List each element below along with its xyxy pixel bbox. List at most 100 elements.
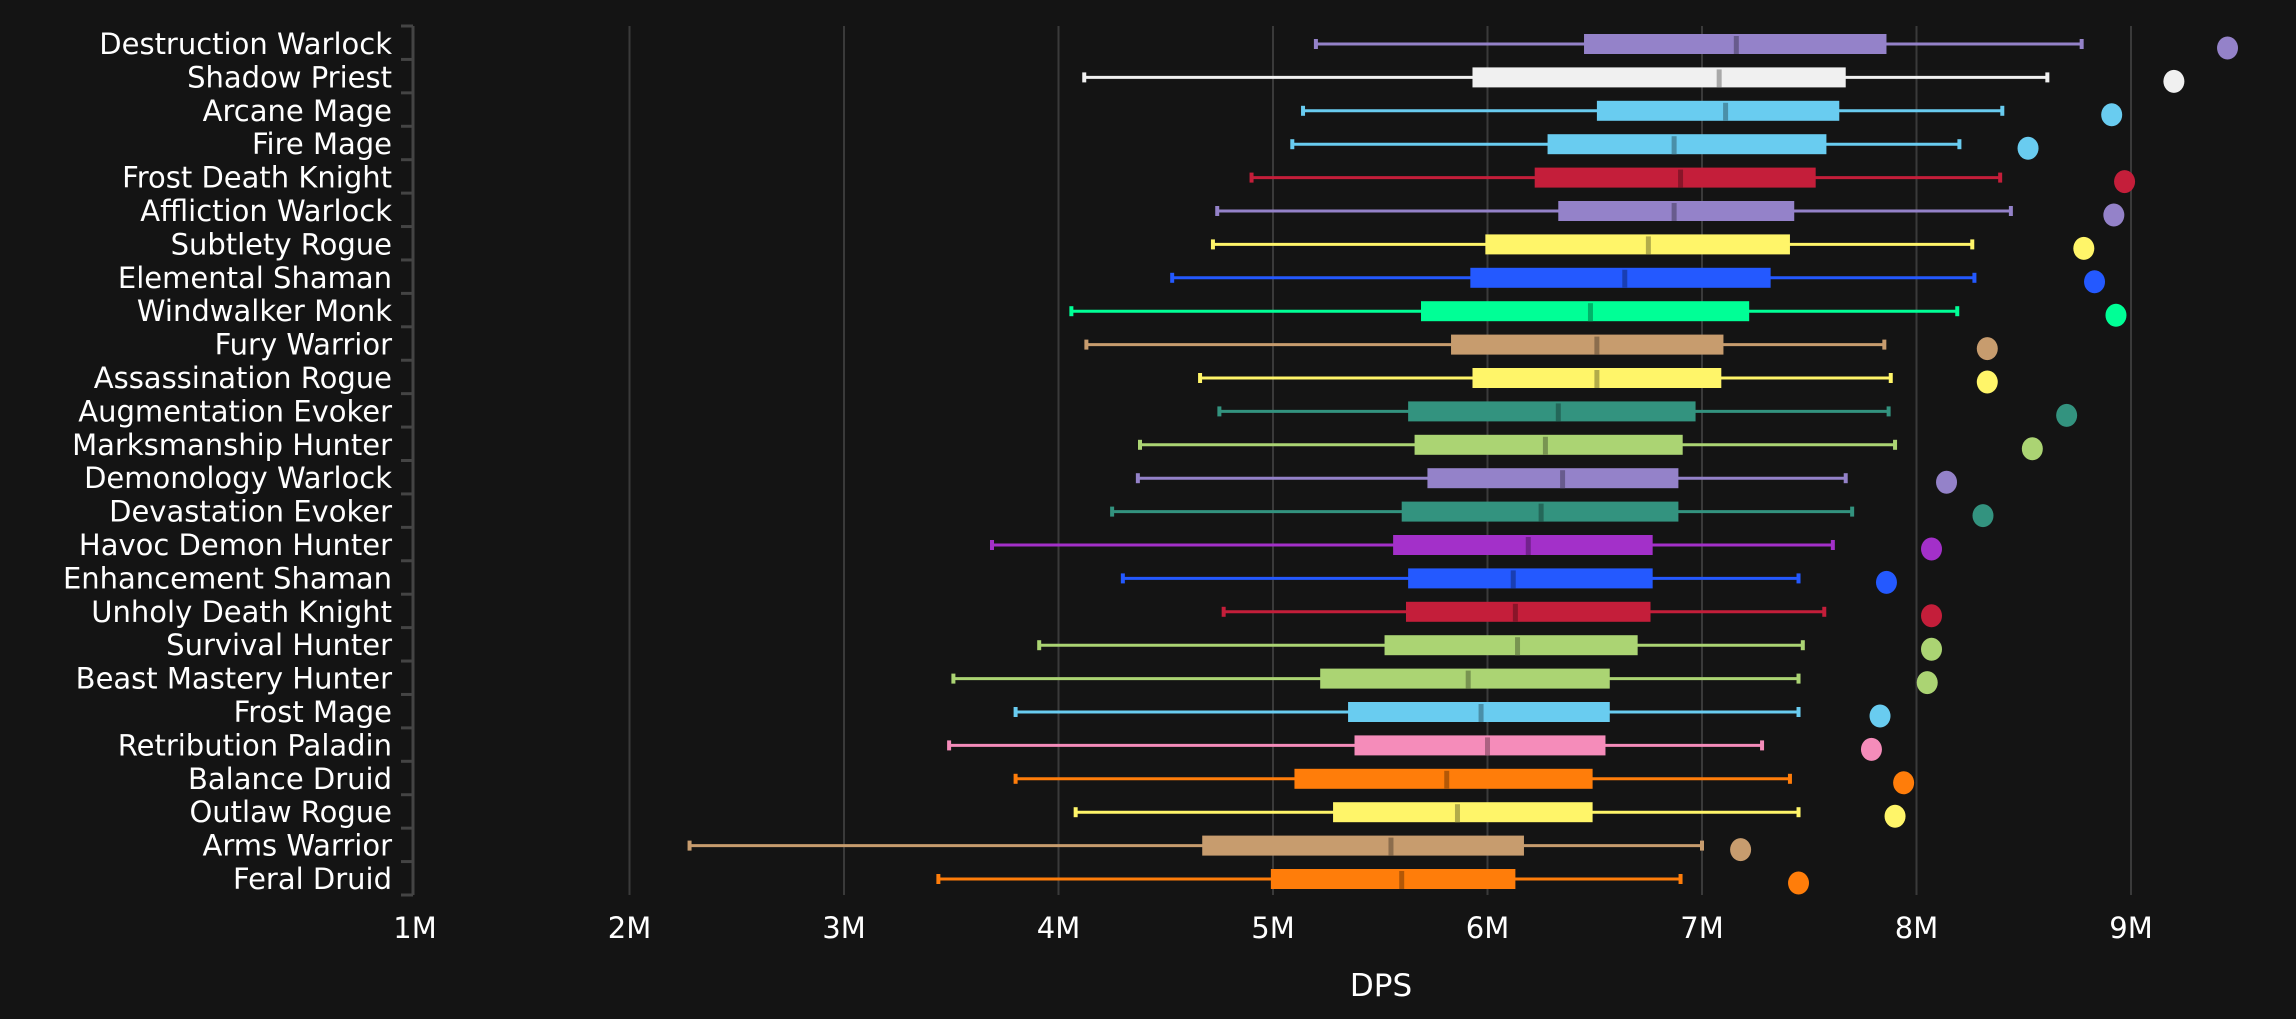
max-point xyxy=(1921,604,1943,628)
x-tick-labels: 1M 2M 3M 4M 5M 6M 7M 8M 9M xyxy=(393,911,2152,945)
boxplot-row xyxy=(1135,468,1958,494)
boxplot-row xyxy=(951,668,1938,695)
x-tick-label: 2M xyxy=(608,911,651,945)
iqr-box xyxy=(1534,167,1816,188)
boxplot-row xyxy=(990,535,1943,561)
boxplot-row xyxy=(1217,401,2078,427)
boxplot-row xyxy=(1210,234,2095,260)
boxplot-row xyxy=(1069,301,2127,327)
category-label: Elemental Shaman xyxy=(118,261,392,295)
boxplot-row xyxy=(1138,434,2043,461)
x-tick-label: 3M xyxy=(822,911,865,945)
boxplot-row xyxy=(1013,702,1891,728)
category-label: Arms Warrior xyxy=(203,829,393,863)
category-label: Shadow Priest xyxy=(187,60,392,94)
boxplot-row xyxy=(1120,568,1897,594)
max-point xyxy=(1860,737,1882,761)
x-tick-label: 1M xyxy=(393,911,436,945)
iqr-box xyxy=(1408,568,1653,589)
boxplot-row xyxy=(1073,802,1906,828)
x-tick-label: 7M xyxy=(1680,911,1723,945)
category-label: Balance Druid xyxy=(188,762,392,796)
x-tick-label: 8M xyxy=(1895,911,1938,945)
max-point xyxy=(2217,36,2239,60)
max-point xyxy=(2056,403,2078,427)
max-point xyxy=(2017,136,2039,160)
max-point xyxy=(1875,570,1897,594)
iqr-box xyxy=(1294,768,1593,789)
iqr-box xyxy=(1354,735,1606,756)
max-point xyxy=(1730,838,1752,862)
boxplots xyxy=(687,34,2239,895)
category-label: Marksmanship Hunter xyxy=(72,428,392,462)
category-label: Retribution Paladin xyxy=(118,728,392,762)
iqr-box xyxy=(1405,601,1651,622)
max-point xyxy=(1884,804,1906,828)
category-label: Demonology Warlock xyxy=(84,461,392,495)
x-tick-label: 9M xyxy=(2109,911,2152,945)
category-label: Havoc Demon Hunter xyxy=(79,528,392,562)
boxplot-row xyxy=(1198,368,1998,394)
category-label: Subtlety Rogue xyxy=(171,227,392,261)
boxplot-row xyxy=(1301,100,2123,127)
grid-lines xyxy=(628,26,2132,895)
boxplot-row xyxy=(1215,201,2125,227)
max-point xyxy=(2101,103,2123,127)
max-point xyxy=(1788,871,1810,895)
boxplot-row xyxy=(947,735,1882,761)
max-point xyxy=(2084,270,2106,294)
iqr-box xyxy=(1333,802,1593,823)
category-label: Frost Death Knight xyxy=(122,161,392,195)
max-point xyxy=(2163,69,2185,93)
x-tick-label: 6M xyxy=(1466,911,1509,945)
max-point xyxy=(2021,437,2043,461)
iqr-box xyxy=(1547,134,1827,155)
boxplot-row xyxy=(936,869,1810,895)
boxplot-row xyxy=(1249,167,2136,194)
iqr-box xyxy=(1421,301,1750,322)
max-point xyxy=(2073,236,2095,260)
iqr-box xyxy=(1414,434,1683,455)
iqr-box xyxy=(1320,668,1610,689)
max-point xyxy=(2105,303,2127,327)
y-axis xyxy=(401,24,415,897)
max-point xyxy=(1893,771,1915,795)
boxplot-row xyxy=(1290,134,2039,160)
boxplot-row xyxy=(1313,34,2239,60)
max-point xyxy=(1976,370,1998,394)
iqr-box xyxy=(1472,67,1846,88)
iqr-box xyxy=(1451,334,1724,355)
iqr-box xyxy=(1470,267,1771,288)
category-label: Arcane Mage xyxy=(203,94,392,128)
boxplot-row xyxy=(687,835,1752,862)
x-tick-label: 4M xyxy=(1037,911,1080,945)
category-label: Survival Hunter xyxy=(166,628,392,662)
category-label: Unholy Death Knight xyxy=(91,595,392,629)
max-point xyxy=(1936,470,1958,494)
category-label: Enhancement Shaman xyxy=(63,561,392,595)
max-point xyxy=(1972,504,1994,528)
category-label: Feral Druid xyxy=(233,862,392,896)
category-label: Augmentation Evoker xyxy=(78,394,392,428)
iqr-box xyxy=(1427,468,1679,489)
category-label: Fury Warrior xyxy=(215,328,393,362)
category-label: Outlaw Rogue xyxy=(189,795,392,829)
boxplot-row xyxy=(1013,768,1915,795)
boxplot-row xyxy=(1170,267,2106,294)
category-label: Affliction Warlock xyxy=(140,194,392,228)
iqr-box xyxy=(1485,234,1790,255)
category-label: Beast Mastery Hunter xyxy=(76,662,392,696)
max-point xyxy=(1976,337,1998,361)
category-label: Windwalker Monk xyxy=(137,294,392,328)
iqr-box xyxy=(1596,100,1840,121)
category-label: Fire Mage xyxy=(252,127,392,161)
boxplot-row xyxy=(1082,67,2185,93)
category-label: Destruction Warlock xyxy=(99,27,392,61)
iqr-box xyxy=(1270,869,1516,889)
max-point xyxy=(1921,537,1943,561)
max-point xyxy=(2103,203,2125,227)
iqr-box xyxy=(1393,535,1653,555)
category-label: Frost Mage xyxy=(234,695,392,729)
